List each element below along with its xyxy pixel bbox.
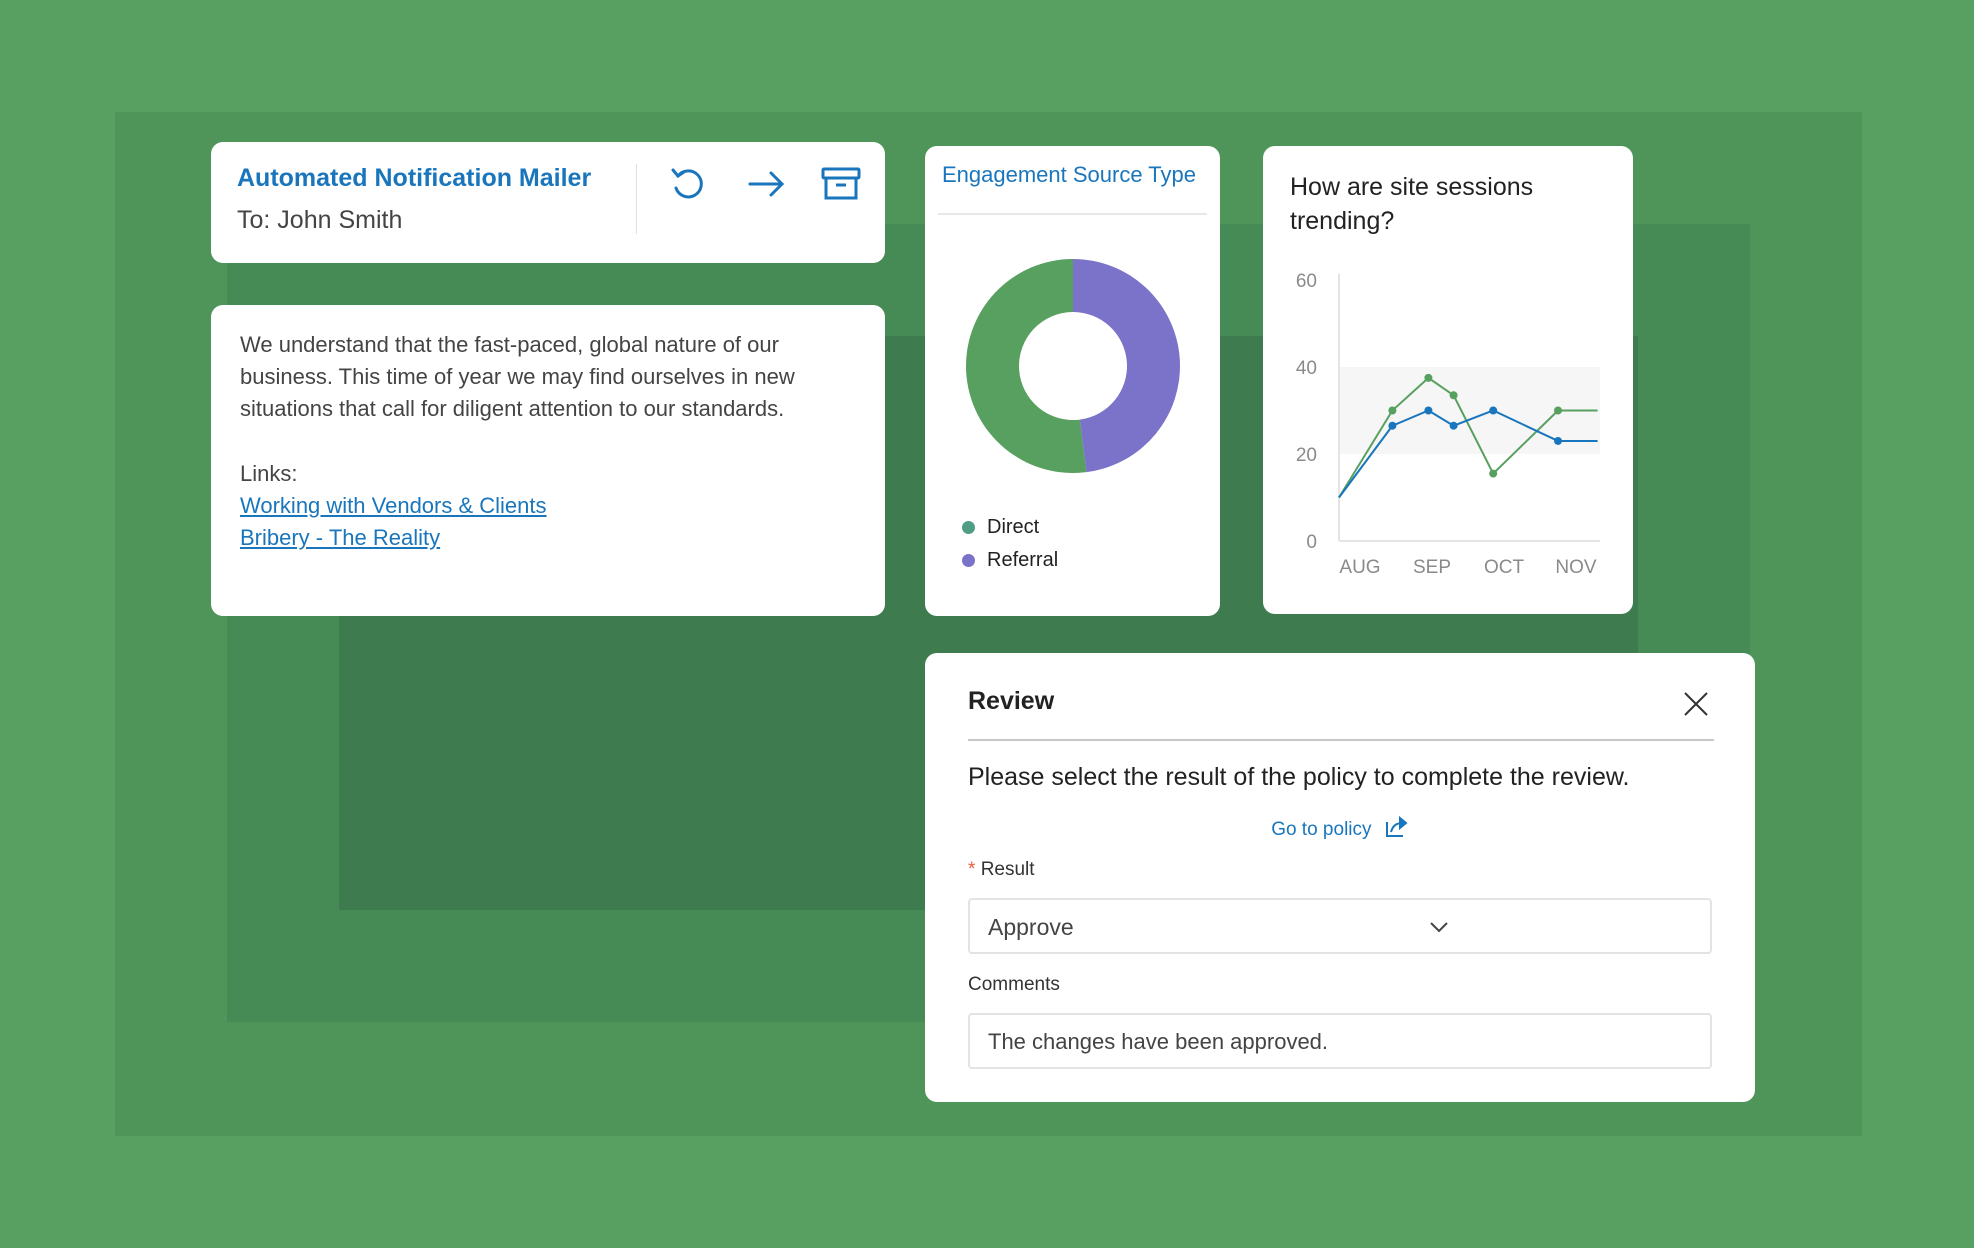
review-description: Please select the result of the policy t…: [968, 763, 1630, 791]
sessions-title: How are site sessions trending?: [1290, 173, 1534, 235]
series-point-1: [1489, 406, 1498, 415]
required-asterisk: *: [968, 859, 976, 880]
review-title: Review: [968, 687, 1055, 715]
external-share-icon: [1385, 815, 1408, 837]
review-divider: [968, 739, 1714, 741]
x-tick-label: AUG: [1339, 557, 1380, 578]
legend-referral-swatch: [962, 554, 975, 567]
arrow-right-icon[interactable]: [747, 166, 787, 207]
legend-direct-swatch: [962, 521, 975, 534]
result-select[interactable]: Approve: [968, 898, 1712, 954]
series-point-0: [1388, 406, 1397, 415]
x-tick-label: NOV: [1555, 557, 1597, 578]
mailer-body-text: We understand that the fast-paced, globa…: [240, 332, 795, 421]
sessions-line-chart: 0 20 40 60 AUG SEP OCT NOV: [1296, 271, 1600, 578]
go-to-policy-link[interactable]: Go to policy: [925, 815, 1755, 841]
donut-slice-referral: [1073, 259, 1181, 473]
legend-referral-label: Referral: [987, 549, 1059, 571]
links-label: Links:: [240, 461, 298, 486]
y-tick-label: 20: [1296, 445, 1317, 466]
comments-input[interactable]: The changes have been approved.: [968, 1013, 1712, 1069]
undo-icon[interactable]: [668, 164, 708, 209]
review-panel: Review Please select the result of the p…: [925, 653, 1755, 1102]
donut-slice-direct: [966, 259, 1087, 473]
engagement-title: Engagement Source Type: [942, 162, 1196, 187]
archive-icon[interactable]: [820, 166, 862, 207]
mailer-recipient: To: John Smith: [237, 206, 403, 234]
series-point-1: [1449, 421, 1458, 430]
title-divider: [938, 213, 1207, 215]
comments-label: Comments: [968, 974, 1060, 995]
series-point-1: [1388, 421, 1397, 430]
mailer-body-card: We understand that the fast-paced, globa…: [211, 305, 885, 616]
link-bribery[interactable]: Bribery - The Reality: [240, 525, 441, 550]
result-label: * Result: [968, 859, 1035, 881]
series-point-0: [1489, 469, 1498, 478]
legend-direct-label: Direct: [987, 516, 1040, 538]
link-vendors-clients[interactable]: Working with Vendors & Clients: [240, 493, 547, 518]
x-tick-label: OCT: [1484, 557, 1525, 578]
x-tick-label: SEP: [1413, 557, 1451, 578]
y-tick-label: 40: [1296, 358, 1317, 379]
y-tick-label: 60: [1296, 271, 1317, 292]
go-to-policy-label[interactable]: Go to policy: [1271, 819, 1372, 840]
series-point-1: [1424, 406, 1433, 415]
result-label-text: Result: [980, 859, 1035, 880]
series-point-1: [1554, 436, 1562, 445]
y-tick-label: 0: [1306, 532, 1317, 553]
mailer-header-card: Automated Notification Mailer To: John S…: [211, 142, 885, 263]
series-point-0: [1554, 406, 1562, 415]
header-divider: [636, 164, 637, 234]
comments-input-value[interactable]: The changes have been approved.: [988, 1029, 1329, 1054]
result-select-value: Approve: [988, 914, 1074, 940]
chevron-down-icon: [1430, 922, 1448, 933]
engagement-card: Engagement Source Type Direct Referral: [925, 146, 1220, 616]
mailer-title: Automated Notification Mailer: [237, 164, 592, 192]
close-icon[interactable]: [1683, 691, 1709, 722]
sessions-card: How are site sessions trending? 0 20 40 60 A…: [1263, 146, 1633, 614]
series-point-0: [1449, 391, 1458, 400]
legend-referral: Referral: [962, 549, 1058, 572]
legend-direct: Direct: [962, 516, 1039, 539]
series-point-0: [1424, 373, 1433, 382]
donut-chart: [966, 259, 1181, 473]
